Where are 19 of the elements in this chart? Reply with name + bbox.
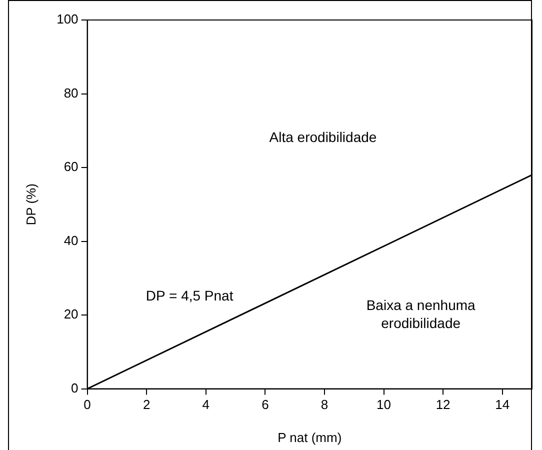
y-axis-title: DP (%) xyxy=(23,184,38,226)
x-tick-label: 8 xyxy=(320,397,328,412)
x-tick-label: 4 xyxy=(202,397,210,412)
x-tick-label: 6 xyxy=(262,397,269,412)
x-tick-label: 2 xyxy=(142,397,150,412)
x-tick-label: 12 xyxy=(436,397,450,412)
annotation: Baixa a nenhuma erodibilidade xyxy=(366,296,476,331)
y-tick-label: 100 xyxy=(56,12,78,27)
y-tick-label: 80 xyxy=(64,85,78,100)
x-tick-label: 0 xyxy=(84,397,91,412)
y-tick-label: 60 xyxy=(64,159,78,174)
y-tick-label: 0 xyxy=(71,380,78,396)
y-tick-label: 40 xyxy=(64,232,78,248)
x-tick-label: 14 xyxy=(495,397,510,412)
x-axis-title: P nat (mm) xyxy=(278,430,342,445)
annotation: Alta erodibilidade xyxy=(269,128,377,145)
x-tick-label: 10 xyxy=(376,397,391,412)
y-tick-label: 20 xyxy=(64,306,78,322)
annotation: DP = 4,5 Pnat xyxy=(146,287,234,304)
